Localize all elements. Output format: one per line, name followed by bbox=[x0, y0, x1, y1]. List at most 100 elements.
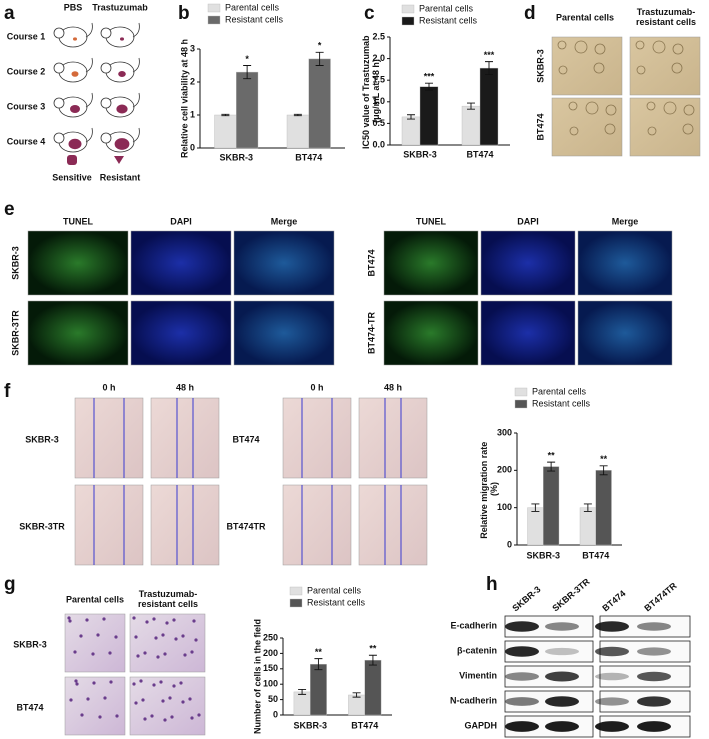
mouse-head bbox=[53, 62, 65, 74]
micrograph bbox=[74, 484, 144, 566]
significance: *** bbox=[484, 50, 495, 60]
error-bar bbox=[293, 113, 302, 117]
mouse-head bbox=[100, 27, 112, 39]
y-tick-label: 2.5 bbox=[372, 31, 385, 41]
error-bar bbox=[314, 658, 323, 671]
error-bar bbox=[425, 82, 433, 91]
column-header: Parental cells bbox=[556, 12, 614, 22]
cell bbox=[165, 621, 169, 625]
significance: * bbox=[245, 54, 249, 64]
column-header: 48 h bbox=[384, 382, 402, 392]
cell bbox=[557, 40, 567, 50]
column-header: Parental cells bbox=[66, 594, 124, 604]
cell bbox=[141, 698, 145, 702]
significance: ** bbox=[600, 454, 608, 464]
tumor bbox=[73, 37, 77, 41]
bar bbox=[461, 105, 481, 146]
band bbox=[505, 672, 539, 681]
row-label: SKBR-3 bbox=[535, 49, 545, 83]
y-tick-label: 3 bbox=[190, 43, 195, 53]
cell bbox=[174, 637, 178, 641]
cell bbox=[68, 619, 72, 623]
mouse-tail bbox=[132, 127, 140, 143]
error-bar bbox=[407, 114, 415, 120]
micrograph bbox=[383, 300, 479, 366]
bar bbox=[595, 470, 612, 546]
cell bbox=[152, 683, 156, 687]
cell bbox=[132, 682, 136, 686]
mouse-tail bbox=[85, 92, 93, 108]
tumor bbox=[71, 71, 79, 77]
tumor bbox=[114, 138, 130, 150]
panel-label: b bbox=[178, 3, 190, 24]
bar bbox=[579, 507, 596, 546]
column-header: Merge bbox=[271, 216, 298, 226]
band bbox=[637, 622, 671, 631]
tumor bbox=[68, 138, 82, 150]
cell bbox=[636, 65, 646, 75]
cell bbox=[605, 104, 617, 116]
tumor-icon bbox=[114, 156, 124, 164]
cell bbox=[585, 101, 599, 115]
column-header: Merge bbox=[612, 216, 639, 226]
band bbox=[505, 646, 539, 657]
tumor bbox=[120, 37, 124, 41]
cell bbox=[163, 652, 167, 656]
cell bbox=[172, 618, 176, 622]
panel-label: g bbox=[4, 574, 16, 595]
error-bar bbox=[531, 503, 540, 512]
micrograph bbox=[282, 397, 352, 479]
mouse-head bbox=[53, 132, 65, 144]
row-label: Course 3 bbox=[7, 101, 46, 111]
row-label: BT474 bbox=[366, 249, 376, 276]
micrograph bbox=[27, 300, 129, 366]
cell bbox=[635, 40, 645, 50]
band bbox=[637, 671, 671, 682]
band bbox=[545, 647, 579, 656]
mouse-tail bbox=[132, 57, 140, 73]
tumor bbox=[118, 70, 126, 78]
lane-label: BT474TR bbox=[642, 580, 679, 613]
row-label: SKBR-3 bbox=[25, 434, 59, 444]
column-header: TUNEL bbox=[416, 216, 446, 226]
cell bbox=[136, 654, 140, 658]
micrograph bbox=[27, 230, 129, 296]
mouse-head bbox=[100, 62, 112, 74]
protein-label: Vimentin bbox=[459, 670, 497, 680]
x-tick-label: SKBR-3 bbox=[403, 149, 437, 159]
panel-label: c bbox=[364, 3, 375, 24]
cell bbox=[67, 616, 71, 620]
band bbox=[637, 696, 671, 707]
y-tick-label: 1.0 bbox=[372, 96, 385, 106]
legend-label: Sensitive bbox=[52, 172, 92, 182]
cell bbox=[683, 104, 695, 116]
mouse-tail bbox=[85, 57, 93, 73]
row-label: BT474-TR bbox=[366, 312, 376, 355]
cell bbox=[132, 616, 136, 620]
cell bbox=[672, 43, 684, 55]
cell bbox=[74, 679, 78, 683]
cell bbox=[671, 62, 683, 74]
legend-swatch bbox=[401, 16, 415, 26]
error-bar bbox=[547, 461, 556, 472]
error-bar bbox=[315, 51, 324, 66]
y-axis-label: Number of cells in the field bbox=[252, 619, 262, 734]
micrograph bbox=[282, 484, 352, 566]
panel-label: e bbox=[4, 199, 15, 220]
column-header: 0 h bbox=[310, 382, 323, 392]
cell bbox=[96, 633, 100, 637]
mouse-tail bbox=[132, 92, 140, 108]
row-label: SKBR-3 bbox=[13, 639, 47, 649]
bar bbox=[310, 663, 327, 716]
y-tick-label: 0.5 bbox=[372, 118, 385, 128]
error-bar bbox=[583, 503, 592, 512]
cell bbox=[85, 618, 89, 622]
lane-label: SKBR-3 bbox=[510, 584, 542, 613]
bar bbox=[364, 659, 382, 716]
cell bbox=[75, 682, 79, 686]
cell bbox=[168, 696, 172, 700]
y-tick-label: 50 bbox=[268, 694, 278, 704]
legend-swatch bbox=[289, 598, 303, 608]
x-tick-label: SKBR-3 bbox=[526, 550, 560, 560]
legend-label: Parental cells bbox=[532, 386, 587, 396]
